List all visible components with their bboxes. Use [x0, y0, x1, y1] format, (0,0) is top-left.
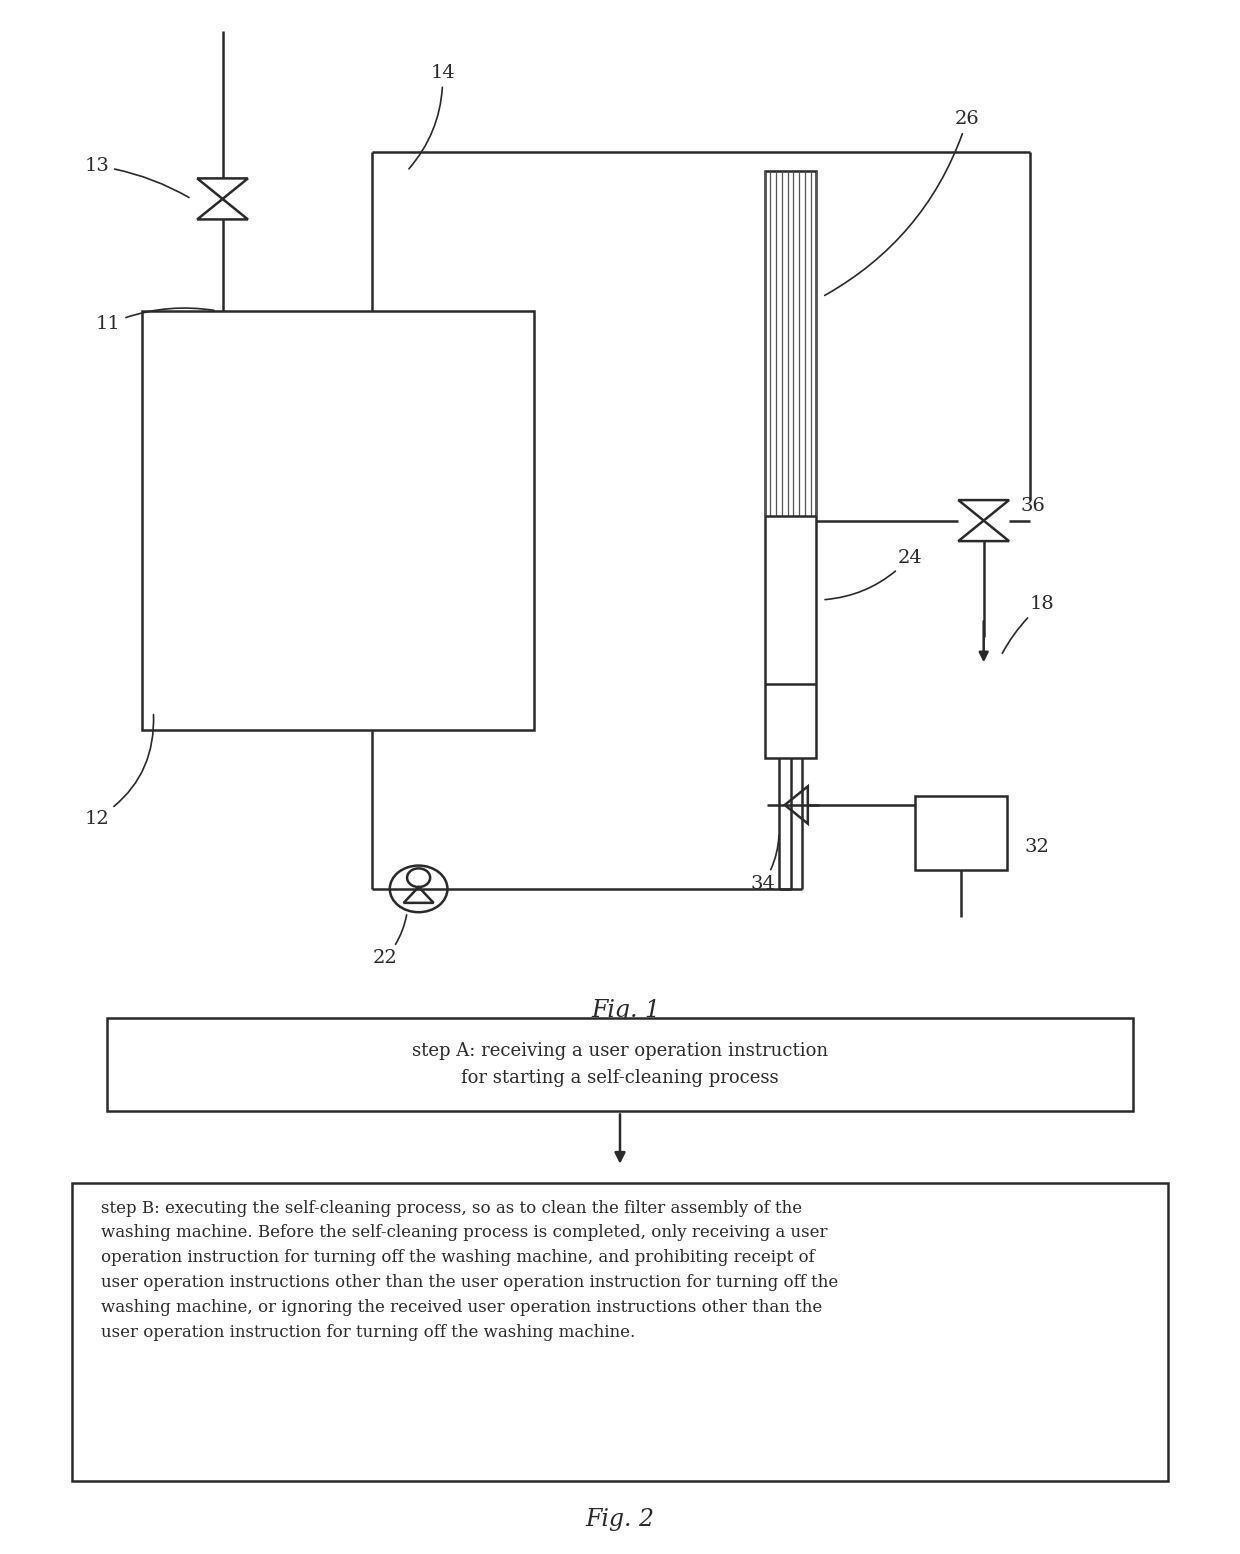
Bar — [107, 1018, 1133, 1111]
Text: 12: 12 — [84, 715, 154, 828]
Text: 13: 13 — [84, 157, 188, 197]
Bar — [765, 171, 816, 758]
Text: 11: 11 — [95, 308, 215, 334]
Text: Fig. 2: Fig. 2 — [585, 1507, 655, 1531]
Text: 18: 18 — [1002, 595, 1054, 653]
Text: 36: 36 — [1021, 497, 1045, 516]
Bar — [141, 311, 534, 730]
Text: 32: 32 — [1024, 838, 1049, 856]
Text: step B: executing the self-cleaning process, so as to clean the filter assembly : step B: executing the self-cleaning proc… — [100, 1200, 838, 1341]
Text: 24: 24 — [825, 549, 923, 600]
Text: step A: receiving a user operation instruction
for starting a self-cleaning proc: step A: receiving a user operation instr… — [412, 1041, 828, 1088]
Text: Fig. 1: Fig. 1 — [591, 999, 661, 1021]
Bar — [72, 1183, 1168, 1481]
Text: 14: 14 — [409, 64, 455, 169]
Text: 26: 26 — [825, 110, 980, 295]
Text: 22: 22 — [372, 915, 407, 968]
Bar — [915, 796, 1007, 870]
Text: 34: 34 — [750, 836, 779, 894]
